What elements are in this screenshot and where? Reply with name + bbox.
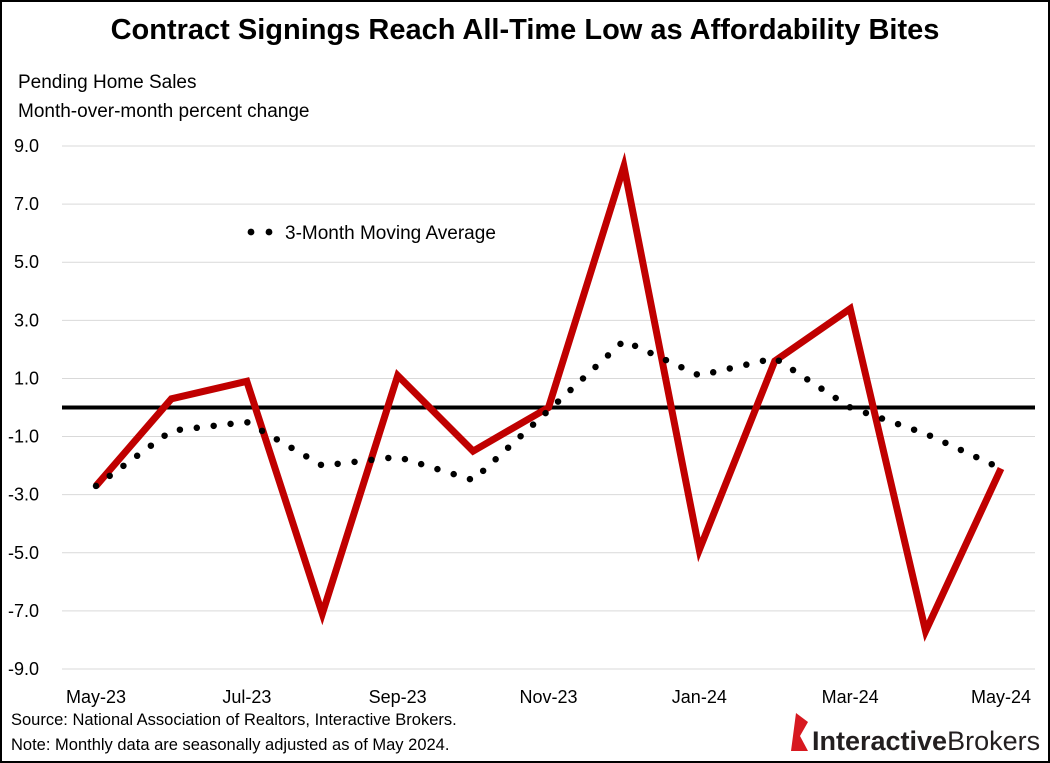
legend-dot — [247, 228, 255, 236]
y-tick-label: -7.0 — [8, 601, 39, 621]
series-group — [92, 152, 1005, 642]
brand-logo-text: InteractiveBrokers — [812, 726, 1040, 756]
moving-average-point — [923, 431, 929, 437]
pending-sales-point — [319, 611, 325, 617]
pending-sales-point — [923, 628, 929, 634]
moving-average-point — [696, 373, 702, 379]
legend-dotted-symbol — [247, 228, 273, 236]
moving-average-point — [319, 463, 325, 469]
x-tick-label: Jan-24 — [672, 687, 727, 707]
moving-average-point — [847, 405, 853, 411]
x-tick-label: Jul-23 — [222, 687, 271, 707]
chart-subtitle-line-2: Month-over-month percent change — [18, 101, 310, 122]
x-tick-label: Nov-23 — [519, 687, 577, 707]
y-tick-label: 3.0 — [14, 310, 39, 330]
moving-average-point — [93, 483, 99, 489]
pending-sales-point — [470, 448, 476, 454]
moving-average-point — [546, 407, 552, 413]
brand-logo-part1: Interactive — [812, 726, 947, 756]
moving-average-point — [395, 454, 401, 460]
pending-sales-point — [395, 373, 401, 379]
chart-title: Contract Signings Reach All-Time Low as … — [111, 14, 940, 46]
moving-average-point — [168, 428, 174, 434]
note-footnote: Note: Monthly data are seasonally adjust… — [11, 736, 449, 754]
x-tick-label: May-24 — [971, 687, 1031, 707]
x-tick-label: Mar-24 — [822, 687, 879, 707]
pending-sales-point — [168, 396, 174, 402]
y-tick-label: -5.0 — [8, 543, 39, 563]
source-footnote: Source: National Association of Realtors… — [11, 711, 457, 729]
x-tick-label: May-23 — [66, 687, 126, 707]
y-tick-label: 7.0 — [14, 194, 39, 214]
pending-sales-line — [93, 152, 1005, 642]
y-tick-label: 1.0 — [14, 368, 39, 388]
y-tick-label: -1.0 — [8, 427, 39, 447]
y-tick-label: 9.0 — [14, 136, 39, 156]
moving-average-point — [470, 477, 476, 483]
series-1 — [92, 337, 1005, 490]
legend-dot — [265, 228, 273, 236]
moving-average-line — [92, 337, 1005, 490]
chart-subtitle-line-1: Pending Home Sales — [18, 72, 197, 93]
pending-sales-point — [696, 547, 702, 553]
legend-label: 3-Month Moving Average — [285, 223, 496, 244]
moving-average-point — [244, 419, 250, 425]
pending-sales-point — [621, 163, 627, 169]
x-axis-ticks: May-23 Jul-23 Sep-23 Nov-23 Jan-24 Mar-24 May-… — [66, 687, 1031, 707]
moving-average-point — [621, 338, 627, 344]
pending-sales-point — [847, 306, 853, 312]
legend: 3-Month Moving Average — [247, 223, 496, 244]
gridlines — [62, 145, 1035, 670]
pending-sales-point — [244, 378, 250, 384]
x-tick-label: Sep-23 — [369, 687, 427, 707]
brand-logo-icon — [791, 713, 808, 751]
brand-logo-part2: Brokers — [947, 726, 1040, 756]
series-0 — [93, 152, 1005, 642]
moving-average-point — [772, 355, 778, 361]
y-tick-label: 5.0 — [14, 252, 39, 272]
y-tick-label: -3.0 — [8, 485, 39, 505]
brand-logo: InteractiveBrokers — [791, 713, 1040, 756]
y-axis-ticks: 9.0 7.0 5.0 3.0 1.0 -1.0 -3.0 -5.0 -7.0 -9.0 — [8, 136, 39, 679]
y-tick-label: -9.0 — [8, 659, 39, 679]
moving-average-point — [998, 466, 1004, 472]
